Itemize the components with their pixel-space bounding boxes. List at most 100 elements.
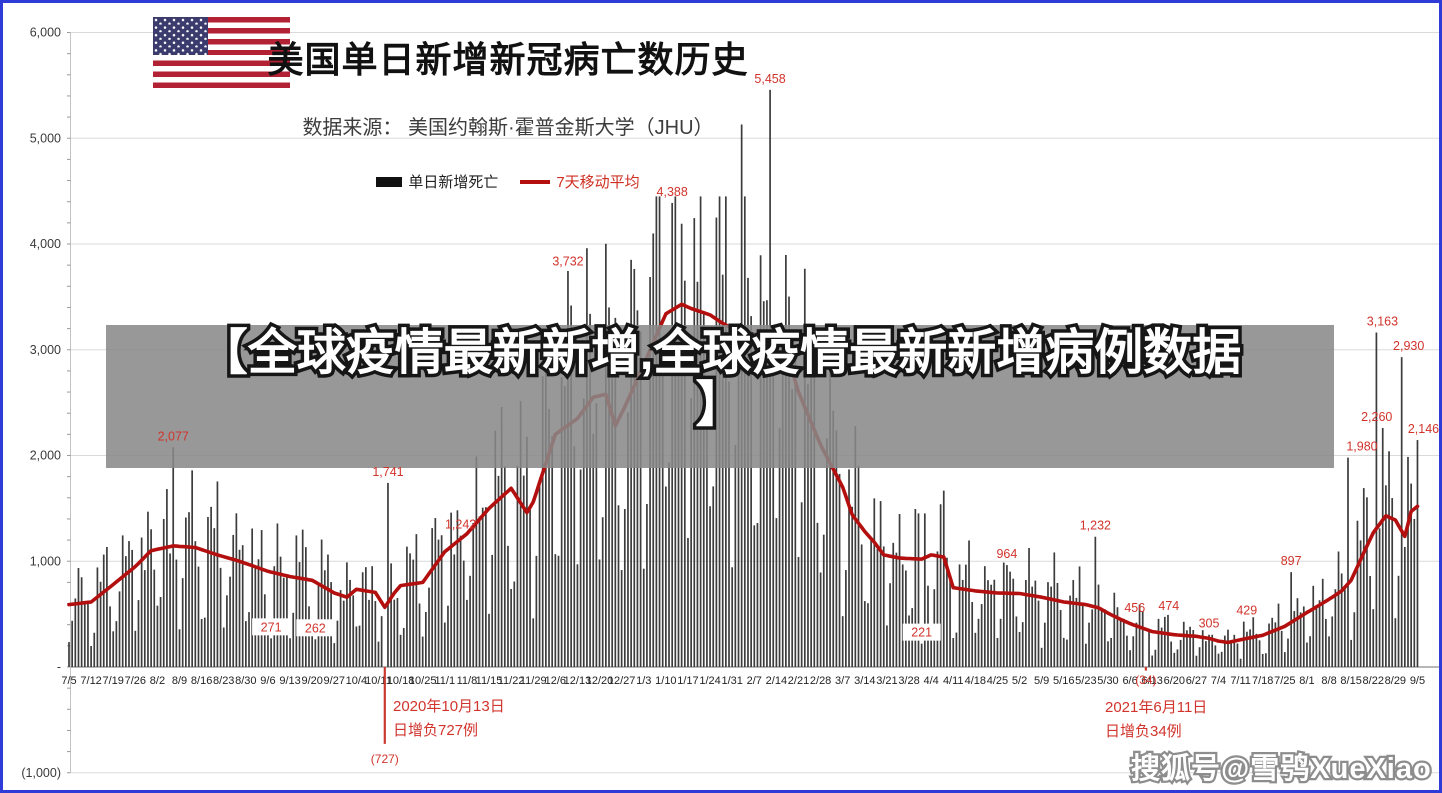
bar — [320, 539, 323, 667]
bar — [330, 582, 332, 667]
x-axis-label: 3/14 — [854, 675, 875, 687]
bar — [415, 534, 418, 667]
bar — [137, 600, 140, 667]
bar — [1078, 566, 1081, 667]
bar — [1299, 612, 1302, 667]
bar — [993, 579, 996, 667]
bar — [731, 567, 734, 667]
bar — [538, 483, 541, 667]
bar — [346, 562, 348, 667]
bar — [627, 412, 629, 667]
x-axis-label: 9/27 — [324, 675, 345, 687]
bar — [1002, 562, 1005, 667]
bar — [946, 557, 948, 667]
bar — [712, 486, 715, 667]
y-axis-label: 1,000 — [30, 554, 61, 568]
bar — [1410, 483, 1412, 667]
bar — [143, 570, 146, 667]
bar — [1217, 653, 1220, 667]
x-axis-label: 8/22 — [1363, 675, 1384, 687]
bar — [1407, 456, 1409, 667]
bar — [611, 340, 614, 667]
bar — [958, 564, 961, 667]
bar — [109, 606, 111, 667]
x-axis-label: 7/18 — [1252, 675, 1273, 687]
x-axis-label: 8/2 — [150, 675, 165, 687]
bar — [930, 630, 932, 667]
bar — [545, 337, 547, 667]
bar — [1069, 595, 1071, 667]
bar — [450, 512, 452, 667]
x-axis-label: 6/6 — [1122, 675, 1137, 687]
bar — [147, 511, 149, 667]
x-axis-label: 8/23 — [213, 675, 234, 687]
bar — [1170, 641, 1172, 667]
bar — [503, 466, 506, 667]
bar — [911, 608, 914, 667]
bar — [96, 567, 99, 667]
x-axis-label: 8/8 — [1321, 675, 1336, 687]
y-axis-label: 3,000 — [30, 343, 61, 357]
x-axis-label: 6/20 — [1164, 675, 1185, 687]
bar — [1037, 600, 1040, 667]
bar — [118, 591, 121, 667]
bar — [279, 556, 282, 667]
bar — [775, 518, 778, 667]
bar — [507, 545, 509, 667]
bar — [917, 513, 920, 667]
bar — [150, 529, 152, 667]
bar — [355, 626, 358, 667]
bar — [1296, 598, 1299, 667]
bar — [822, 534, 825, 667]
watermark-overlay-text-line2: 】 — [692, 375, 748, 436]
bar — [485, 507, 487, 667]
bar — [267, 622, 269, 667]
bar — [1163, 616, 1166, 667]
bar — [623, 509, 626, 667]
bar — [1107, 641, 1109, 667]
x-axis-label: 2/28 — [810, 675, 831, 687]
bar — [835, 430, 838, 667]
bar — [1186, 630, 1188, 667]
bar — [500, 406, 503, 667]
bar — [747, 277, 749, 667]
bar — [115, 621, 118, 667]
bar — [1343, 588, 1346, 667]
x-axis-label: 12/27 — [608, 675, 636, 687]
bar — [567, 270, 569, 667]
x-axis-label: 5/23 — [1075, 675, 1096, 687]
bar — [210, 506, 212, 667]
bar — [311, 629, 314, 667]
bar — [1331, 616, 1334, 667]
bar — [576, 564, 579, 667]
bar — [1100, 610, 1103, 667]
bar — [491, 554, 494, 667]
bar — [1372, 609, 1375, 667]
bar — [1369, 575, 1371, 667]
bar — [1375, 332, 1378, 667]
x-axis-label: 5/2 — [1012, 675, 1027, 687]
x-axis-label: 8/1 — [1299, 675, 1314, 687]
bar — [1274, 622, 1277, 667]
x-axis-label: 7/5 — [61, 675, 76, 687]
bar — [1312, 585, 1315, 667]
bar — [1110, 637, 1112, 667]
bar — [1208, 634, 1210, 667]
x-axis-label: 3/7 — [835, 675, 850, 687]
bar — [1012, 578, 1015, 667]
bar — [1138, 604, 1141, 667]
x-axis-label: 11/15 — [476, 675, 503, 687]
bar — [333, 643, 336, 667]
bar — [1220, 651, 1223, 667]
bar — [342, 600, 345, 667]
bar — [636, 310, 639, 667]
bar — [1353, 612, 1356, 667]
bar — [1366, 497, 1368, 667]
bar — [1091, 609, 1094, 667]
bar — [1381, 428, 1384, 667]
bar — [1141, 611, 1144, 667]
bar — [905, 570, 907, 667]
x-axis-label: 5/30 — [1097, 675, 1118, 687]
bar — [349, 579, 351, 667]
bar — [200, 619, 203, 667]
